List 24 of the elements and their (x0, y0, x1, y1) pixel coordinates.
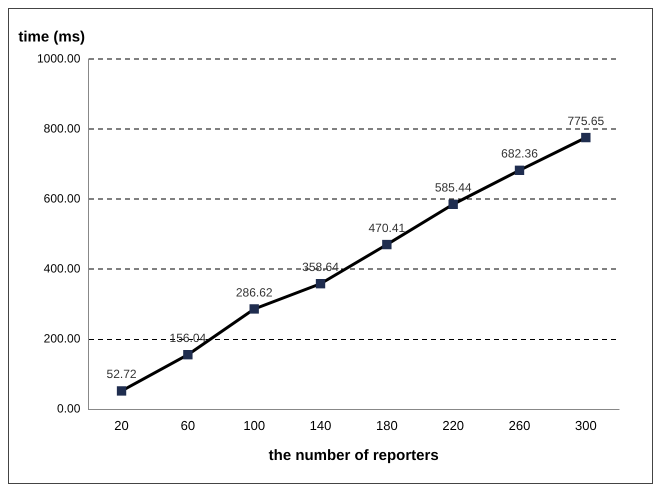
data-label: 358.64 (302, 260, 340, 274)
data-label: 470.41 (368, 220, 406, 235)
data-label: 775.65 (567, 114, 605, 128)
x-tick-label: 140 (310, 418, 332, 433)
data-label: 682.36 (501, 146, 538, 161)
data-label: 585.44 (434, 180, 472, 195)
x-axis-title: the number of reporters (268, 447, 439, 464)
y-tick-label: 1000.00 (36, 51, 81, 66)
y-tick-label: 200.00 (44, 332, 81, 346)
x-tick-label: 260 (508, 418, 530, 433)
x-tick-label: 100 (243, 418, 266, 433)
x-tick-label: 300 (574, 418, 597, 433)
x-tick-label: 20 (114, 418, 129, 433)
y-tick-label: 800.00 (44, 121, 81, 136)
x-tick-label: 180 (376, 418, 398, 433)
data-label: 156.04 (170, 331, 207, 346)
data-label: 286.62 (236, 285, 273, 300)
y-axis-title: time (ms) (18, 28, 86, 46)
y-tick-label: 600.00 (44, 191, 81, 206)
x-tick-label: 60 (180, 418, 196, 433)
x-tick-label: 220 (442, 418, 464, 433)
y-tick-label: 0.00 (57, 402, 81, 416)
y-tick-label: 400.00 (44, 262, 81, 276)
data-label: 52.72 (106, 367, 137, 382)
